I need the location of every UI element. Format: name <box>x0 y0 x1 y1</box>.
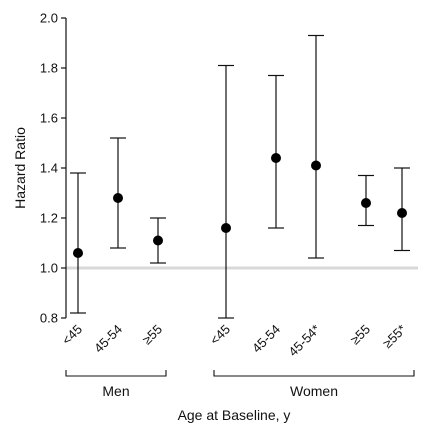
hazard-ratio-point <box>311 160 321 171</box>
hazard-ratio-point <box>113 193 123 203</box>
y-tick-label: 0.8 <box>40 311 58 326</box>
x-tick-label: ≥55 <box>347 322 373 348</box>
group-bracket <box>213 370 415 377</box>
hazard-ratio-point <box>361 198 371 208</box>
y-tick-label: 1.8 <box>40 61 58 76</box>
y-axis-title: Hazard Ratio <box>12 127 28 209</box>
y-tick-label: 2.0 <box>40 11 58 26</box>
hazard-ratio-point <box>153 235 163 246</box>
group-bracket <box>65 370 167 377</box>
x-tick-label: <45 <box>207 322 233 348</box>
hazard-ratio-point <box>73 248 83 258</box>
x-tick-label: ≥55 <box>139 322 165 348</box>
data-points <box>70 34 410 319</box>
group-label: Women <box>290 383 338 399</box>
x-tick-label: 45-54 <box>249 322 283 356</box>
hazard-ratio-point <box>221 223 231 233</box>
x-axis-title: Age at Baseline, y <box>178 407 291 423</box>
y-tick-label: 1.2 <box>40 211 58 226</box>
axes: 0.8 1.0 1.2 1.4 1.6 1.8 2.0 <box>40 11 67 326</box>
group-brackets: Men Women <box>65 370 415 399</box>
category-labels: <45 45-54 ≥55 <45 45-54 45-54* ≥55 ≥55* <box>59 322 409 360</box>
y-tick-label: 1.4 <box>40 161 58 176</box>
x-tick-label: ≥55* <box>380 322 409 351</box>
x-tick-label: <45 <box>59 322 85 348</box>
x-tick-label: 45-54* <box>285 322 323 360</box>
x-tick-label: 45-54 <box>91 322 125 356</box>
hazard-ratio-point <box>397 208 407 218</box>
y-tick-label: 1.6 <box>40 111 58 126</box>
group-label: Men <box>102 383 129 399</box>
y-tick-label: 1.0 <box>40 261 58 276</box>
hazard-ratio-point <box>271 153 281 163</box>
